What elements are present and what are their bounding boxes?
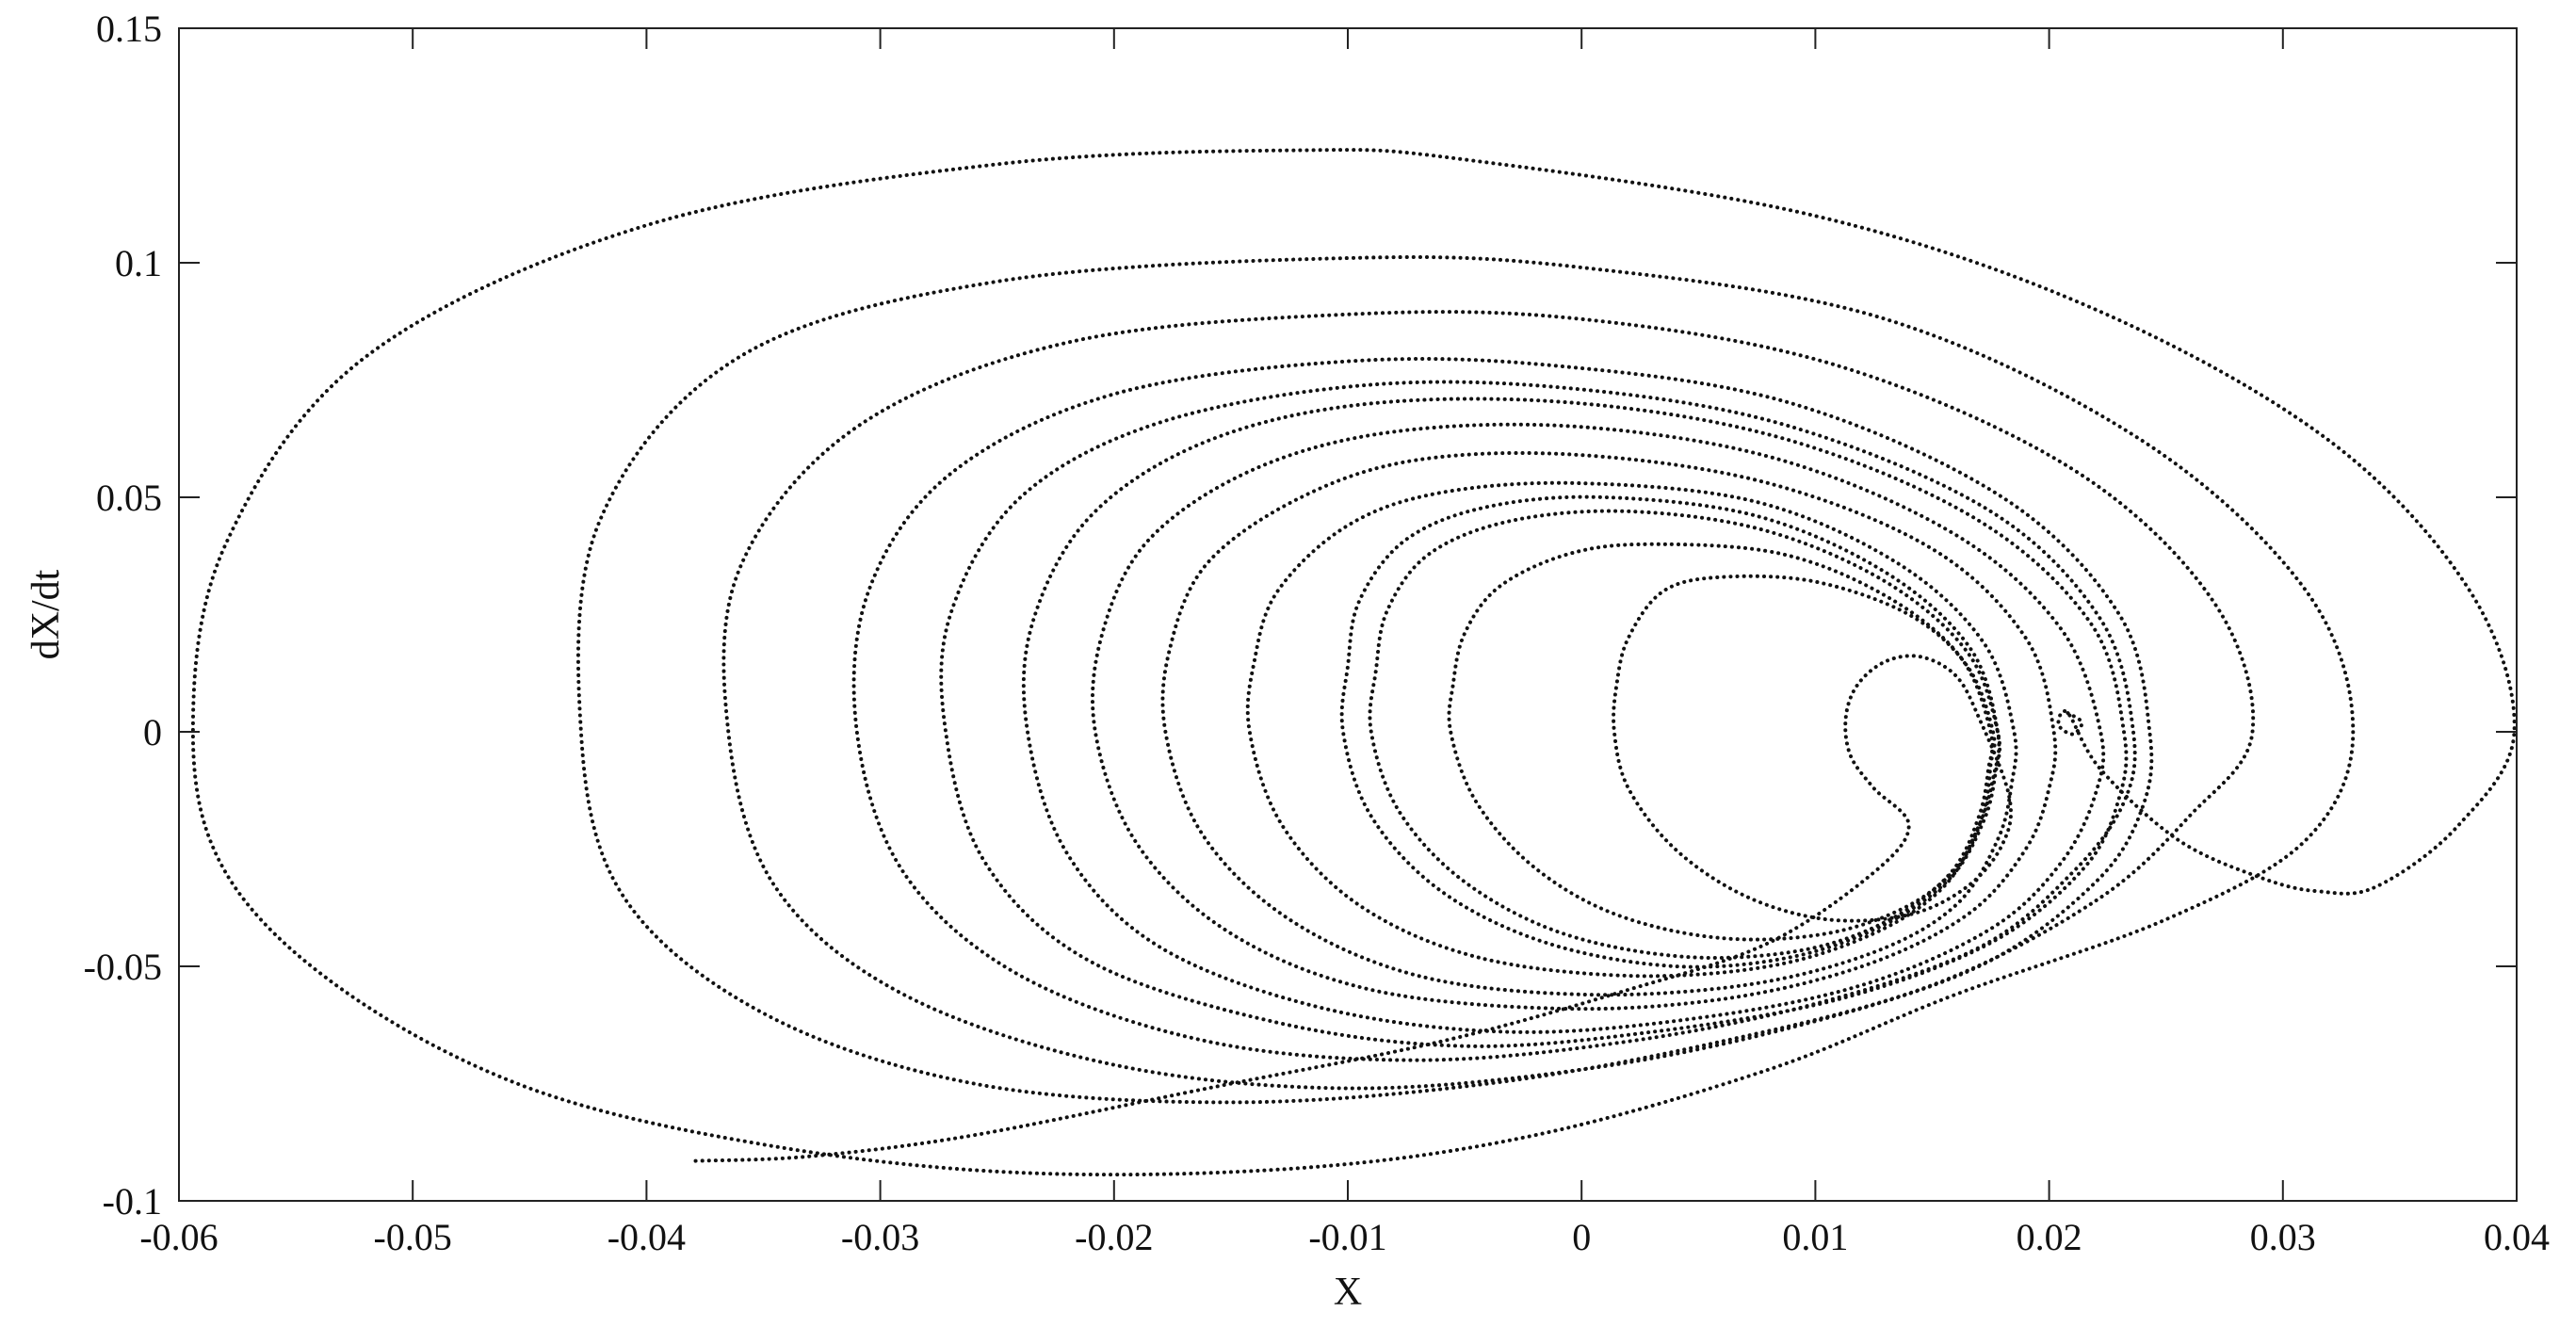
x-tick-label: 0.04 [2484, 1216, 2550, 1258]
y-tick-label: 0.15 [96, 8, 162, 50]
trajectory-series [190, 148, 2517, 1177]
y-tick-label: 0.05 [96, 477, 162, 519]
x-tick-label: -0.01 [1308, 1216, 1386, 1258]
y-tick-label: 0.1 [115, 242, 162, 284]
plot-frame [178, 27, 2518, 1202]
x-tick-label: -0.05 [374, 1216, 452, 1258]
x-tick-label: 0 [1572, 1216, 1591, 1258]
x-tick-label: -0.04 [608, 1216, 686, 1258]
x-axis-label: X [1334, 1271, 1362, 1314]
x-tick-label: 0.02 [2017, 1216, 2082, 1258]
x-tick-label: -0.02 [1075, 1216, 1153, 1258]
x-tick-label: -0.03 [841, 1216, 919, 1258]
y-axis-label: dX/dt [24, 569, 68, 659]
x-tick-label: -0.06 [139, 1216, 218, 1258]
y-tick-label: 0 [143, 711, 162, 753]
y-tick-label: -0.05 [84, 946, 162, 988]
trajectory-line [190, 148, 2517, 1177]
axis-tick-labels: -0.06 -0.05 -0.04 -0.03 -0.02 -0.01 0 0.01 0.02 0… [84, 8, 2550, 1258]
y-tick-label: -0.1 [103, 1180, 162, 1223]
x-tick-label: 0.03 [2250, 1216, 2316, 1258]
x-tick-label: 0.01 [1782, 1216, 1848, 1258]
